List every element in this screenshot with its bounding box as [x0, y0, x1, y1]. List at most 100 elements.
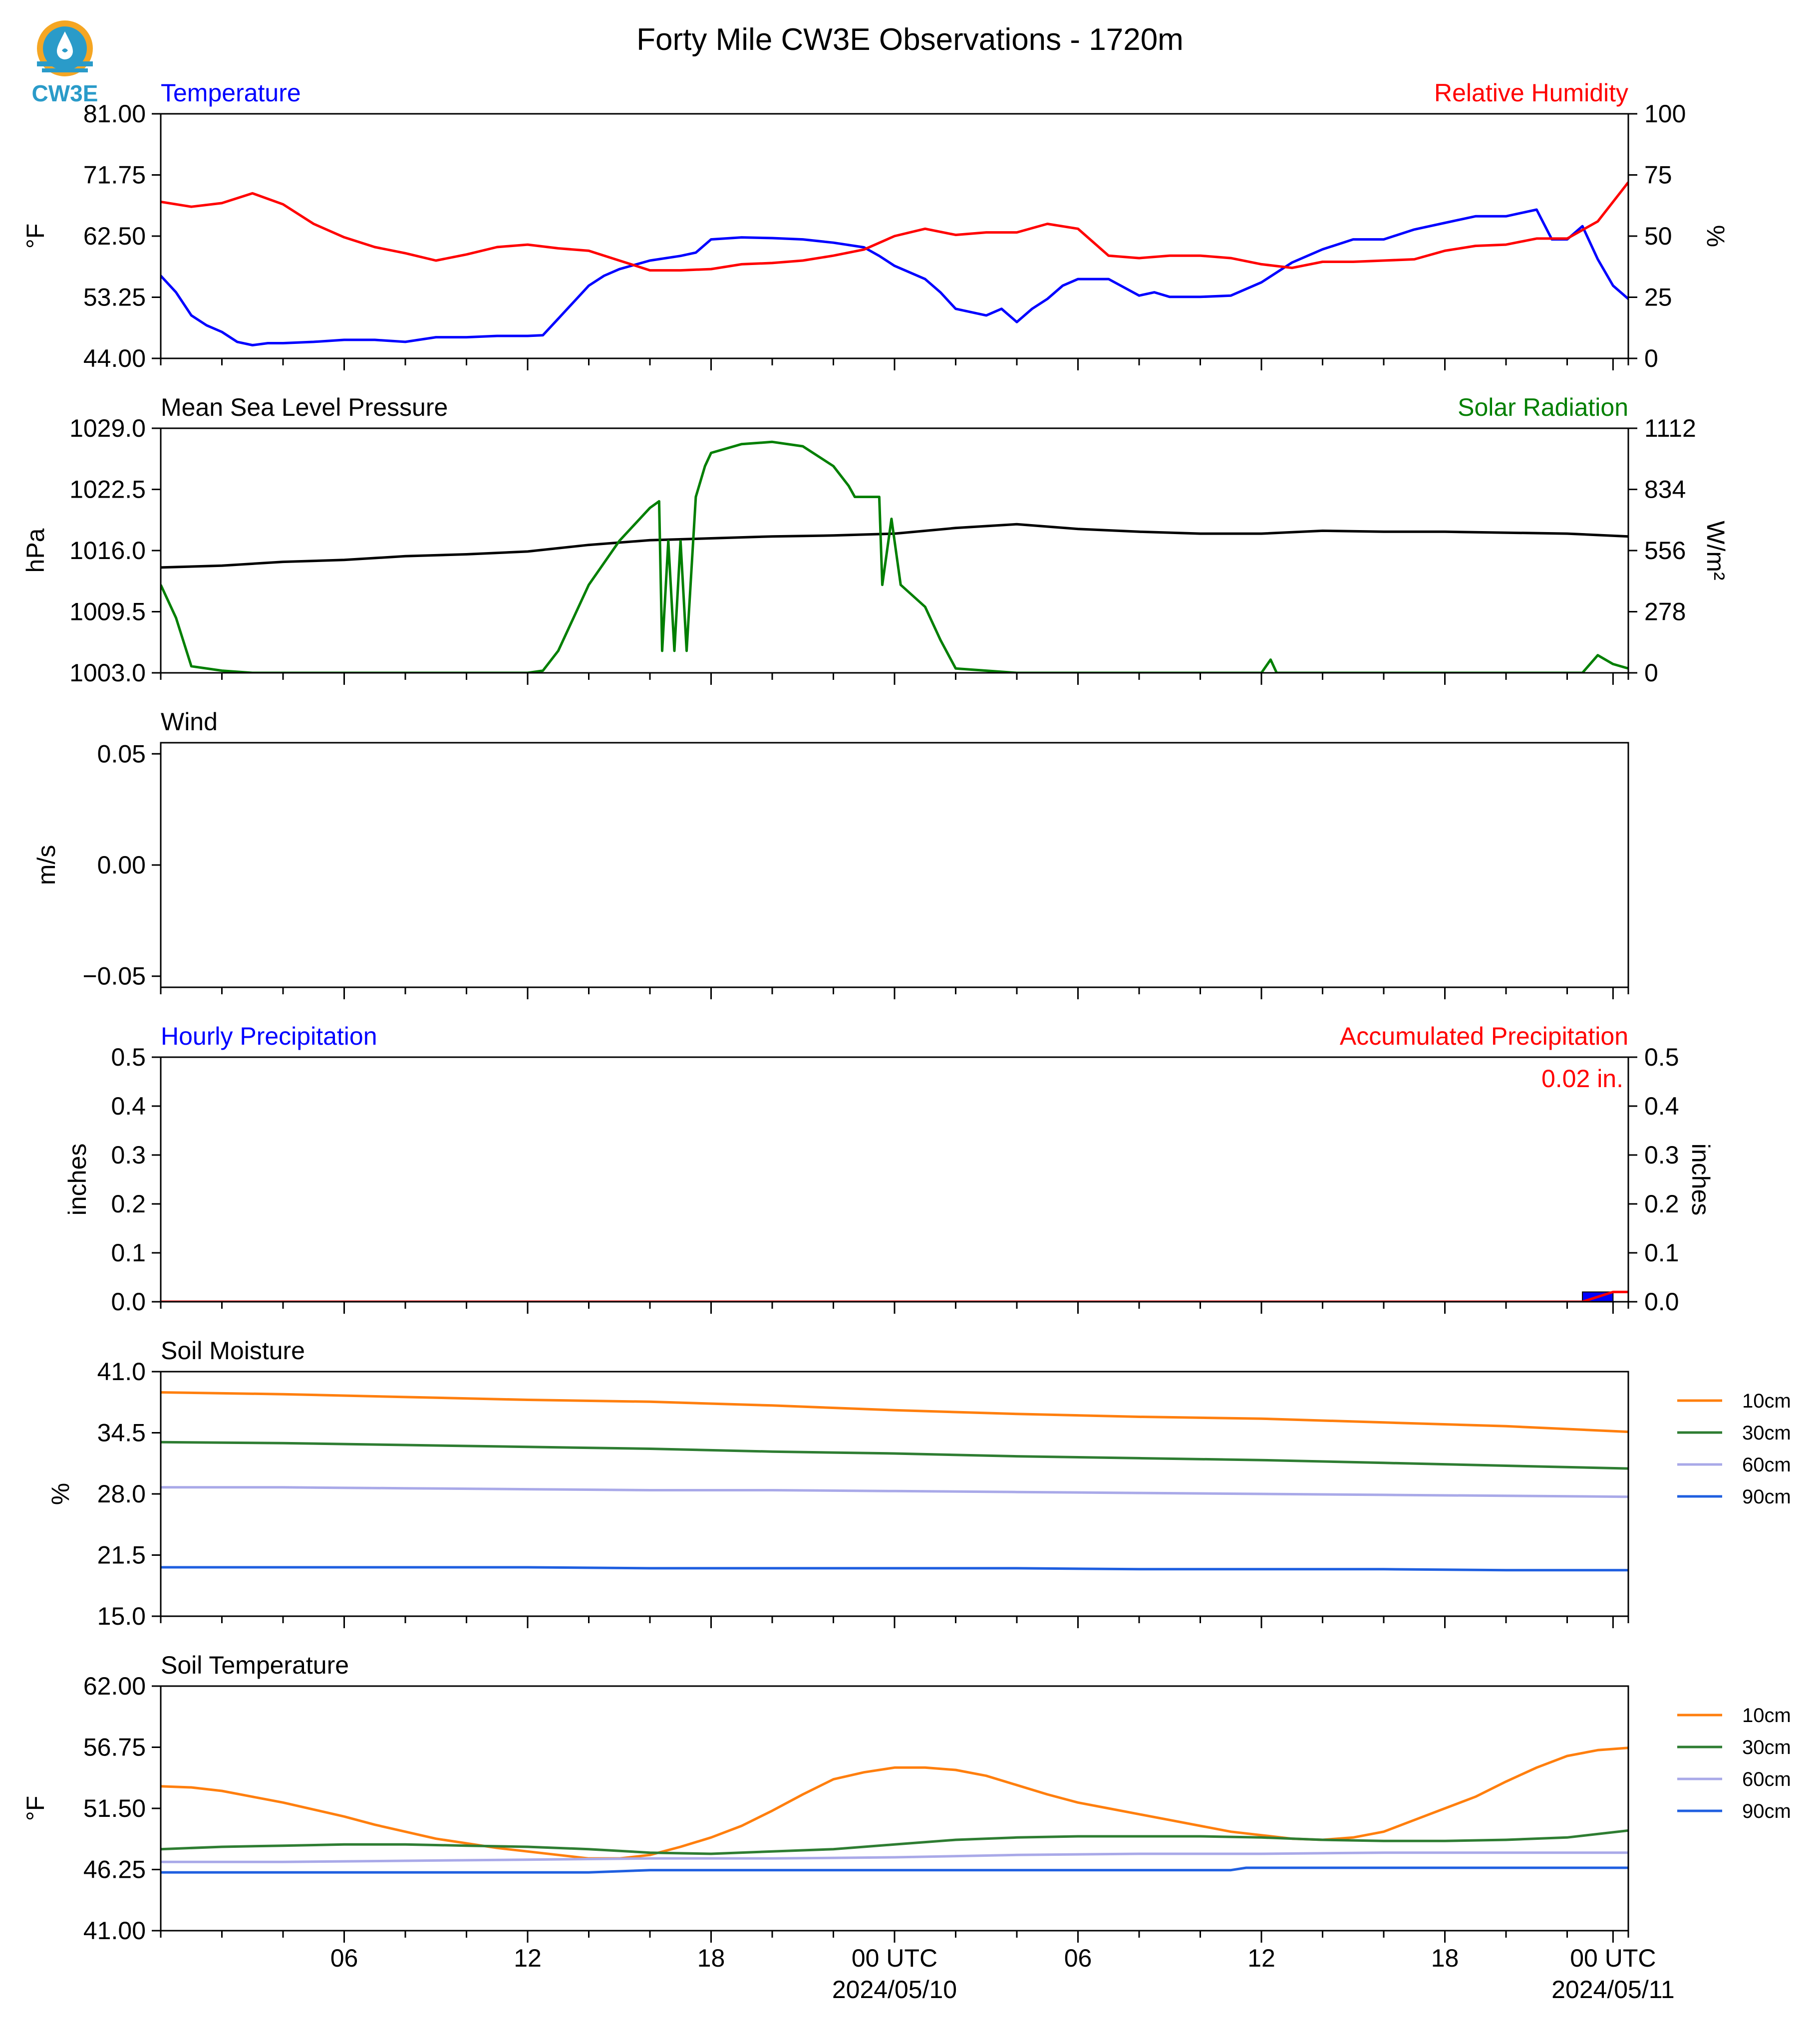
- plot-area: [161, 181, 1628, 346]
- y-axis-label: %: [46, 1483, 74, 1505]
- plot-area: [161, 1391, 1628, 1572]
- panel-right-title: Solar Radiation: [1458, 393, 1628, 421]
- legend-label: 30cm: [1742, 1737, 1791, 1758]
- panel-frame: [160, 427, 1629, 674]
- y-tick-label: 0.0: [111, 1288, 146, 1316]
- y2-tick-label: 278: [1644, 598, 1686, 626]
- y-axis-label: °F: [21, 224, 49, 249]
- y-tick-label: 0.00: [97, 851, 146, 879]
- y-tick-label: 62.50: [83, 222, 146, 250]
- series-line-10cm: [161, 1391, 1628, 1434]
- y2-tick-label: 0.5: [1644, 1043, 1679, 1071]
- y-axis-label: hPa: [21, 528, 49, 573]
- legend-label: 30cm: [1742, 1422, 1791, 1444]
- y-tick-label: 41.00: [83, 1917, 146, 1945]
- y-axis-label: m/s: [32, 845, 60, 885]
- panel-left-title: Hourly Precipitation: [161, 1022, 377, 1050]
- y2-tick-label: 0.1: [1644, 1239, 1679, 1267]
- x-tick-label: 18: [1431, 1944, 1459, 1972]
- panel-left-title: Soil Temperature: [161, 1651, 349, 1679]
- legend-label: 60cm: [1742, 1768, 1791, 1790]
- y-tick-label: 1009.5: [69, 598, 146, 626]
- y2-tick-label: 0.3: [1644, 1141, 1679, 1169]
- legend-label: 90cm: [1742, 1800, 1791, 1822]
- y2-tick-label: 0.0: [1644, 1288, 1679, 1316]
- series-line-10cm: [161, 1746, 1628, 1860]
- y-axis-label: inches: [63, 1144, 91, 1216]
- plot-area: [161, 440, 1628, 673]
- y-tick-label: 0.2: [111, 1190, 146, 1218]
- y-axis-label: °F: [21, 1796, 49, 1821]
- panel-temperature: Temperature Relative Humidity 81.00 71.75 62…: [21, 79, 1730, 372]
- y-tick-label: −0.05: [82, 962, 146, 990]
- y2-tick-label: 1112: [1644, 414, 1696, 442]
- y2-axis-label: inches: [1687, 1144, 1715, 1216]
- panel-soil_moisture: Soil Moisture 41.0 34.5 28.0 21.5 15.0% 10cm 30…: [46, 1337, 1791, 1630]
- y-tick-label: 15.0: [97, 1602, 146, 1630]
- panel-left-title: Soil Moisture: [161, 1337, 305, 1365]
- y2-tick-label: 50: [1644, 222, 1672, 250]
- y-tick-label: 62.00: [83, 1672, 146, 1700]
- panel-pressure: Mean Sea Level Pressure Solar Radiation 10…: [21, 393, 1730, 687]
- y2-tick-label: 556: [1644, 537, 1686, 565]
- cw3e-logo: CW3E: [30, 17, 100, 107]
- plot-area: [161, 1290, 1628, 1302]
- y2-tick-label: 834: [1644, 476, 1686, 504]
- y-tick-label: 1003.0: [69, 659, 146, 687]
- series-line-solar-radiation: [161, 440, 1628, 673]
- y2-tick-label: 0: [1644, 344, 1658, 372]
- y-tick-label: 34.5: [97, 1419, 146, 1447]
- y-tick-label: 0.3: [111, 1141, 146, 1169]
- x-date-label: 2024/05/11: [1551, 1976, 1675, 2004]
- x-date-label: 2024/05/10: [832, 1976, 957, 2004]
- x-tick-label: 06: [330, 1944, 358, 1972]
- panel-right-title: Relative Humidity: [1434, 79, 1628, 107]
- legend-label: 90cm: [1742, 1486, 1791, 1508]
- panel-wind: Wind 0.05 0.00 −0.05 m/s: [32, 708, 1629, 999]
- y-tick-label: 56.75: [83, 1734, 146, 1761]
- x-tick-label: 00 UTC: [1570, 1944, 1656, 1972]
- panels: Temperature Relative Humidity 81.00 71.75 62…: [21, 79, 1791, 1945]
- series-line-30cm: [161, 1829, 1628, 1855]
- y-tick-label: 0.05: [97, 740, 146, 768]
- y-tick-label: 0.5: [111, 1043, 146, 1071]
- legend: 10cm 30cm 60cm 90cm: [1677, 1390, 1791, 1508]
- y-tick-label: 41.0: [97, 1358, 146, 1386]
- series-line-60cm: [161, 1851, 1628, 1863]
- series-line-30cm: [161, 1441, 1628, 1470]
- y2-tick-label: 25: [1644, 284, 1672, 311]
- y-tick-label: 53.25: [83, 284, 146, 311]
- x-tick-label: 06: [1064, 1944, 1092, 1972]
- accum-precip-label: 0.02 in.: [1541, 1065, 1623, 1093]
- series-line-temperature: [161, 208, 1628, 346]
- panel-frame: [160, 742, 1629, 988]
- y2-axis-label: %: [1702, 225, 1730, 247]
- y-tick-label: 1016.0: [69, 537, 146, 565]
- chart-title: Forty Mile CW3E Observations - 1720m: [636, 22, 1184, 57]
- legend: 10cm 30cm 60cm 90cm: [1677, 1705, 1791, 1822]
- y-tick-label: 0.4: [111, 1092, 146, 1120]
- x-tick-label: 18: [697, 1944, 725, 1972]
- y2-tick-label: 100: [1644, 100, 1686, 128]
- y-tick-label: 21.5: [97, 1541, 146, 1569]
- y2-tick-label: 0: [1644, 659, 1658, 687]
- y-tick-label: 46.25: [83, 1856, 146, 1884]
- x-tick-label: 00 UTC: [852, 1944, 937, 1972]
- legend-label: 10cm: [1742, 1390, 1791, 1412]
- plot-area: [161, 1746, 1628, 1874]
- series-line-accumulated-precipitation: [161, 1290, 1628, 1302]
- series-line-60cm: [161, 1486, 1628, 1498]
- y-tick-label: 1029.0: [69, 414, 146, 442]
- legend-label: 10cm: [1742, 1705, 1791, 1727]
- panel-right-title: Accumulated Precipitation: [1340, 1022, 1628, 1050]
- y-tick-label: 0.1: [111, 1239, 146, 1267]
- y2-tick-label: 0.4: [1644, 1092, 1679, 1120]
- panel-frame: [160, 1685, 1629, 1932]
- series-line-90cm: [161, 1566, 1628, 1572]
- y-tick-label: 28.0: [97, 1480, 146, 1508]
- x-tick-label: 12: [1247, 1944, 1275, 1972]
- y-tick-label: 71.75: [83, 161, 146, 189]
- y-tick-label: 81.00: [83, 100, 146, 128]
- panel-precip: Hourly Precipitation Accumulated Precipit…: [63, 1022, 1715, 1316]
